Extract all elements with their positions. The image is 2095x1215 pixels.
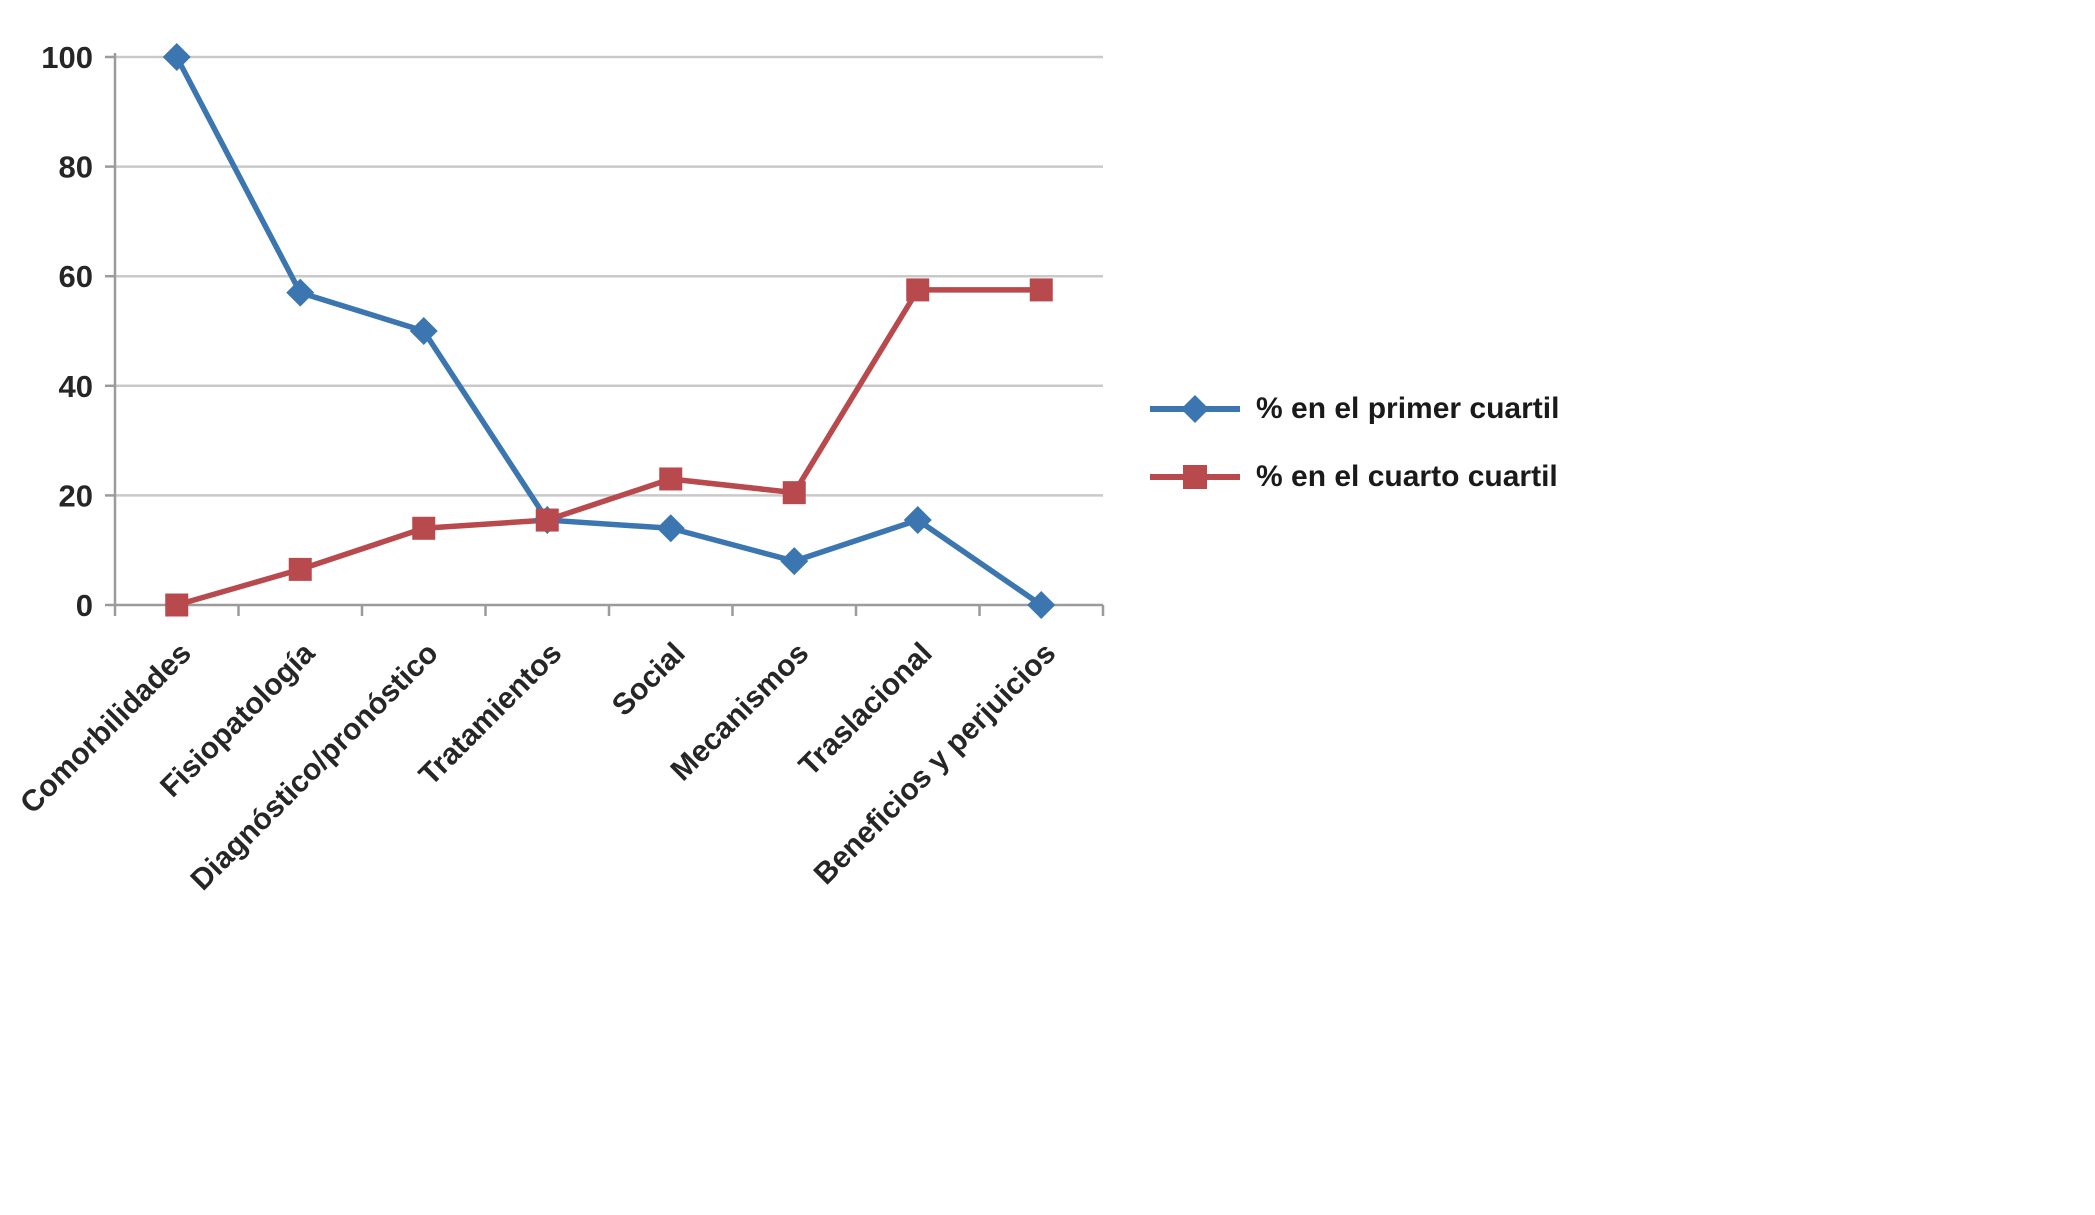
svg-text:40: 40 xyxy=(59,369,93,404)
legend-item-cuarto-cuartil: % en el cuarto cuartil xyxy=(1150,460,1559,494)
svg-text:100: 100 xyxy=(41,40,93,75)
blue-diamond-line-icon xyxy=(1150,395,1240,423)
svg-text:Social: Social xyxy=(606,637,692,723)
legend-label-primer-cuartil: % en el primer cuartil xyxy=(1256,392,1560,425)
svg-text:0: 0 xyxy=(76,588,93,623)
svg-text:20: 20 xyxy=(59,478,93,513)
svg-text:Beneficios y perjuicios: Beneficios y perjuicios xyxy=(808,637,1062,891)
legend-label-cuarto-cuartil: % en el cuarto cuartil xyxy=(1256,460,1558,493)
svg-text:Diagnóstico/pronóstico: Diagnóstico/pronóstico xyxy=(184,637,444,897)
red-square-line-icon xyxy=(1150,465,1240,489)
chart-legend: % en el primer cuartil % en el cuarto cu… xyxy=(1150,392,1559,494)
svg-text:60: 60 xyxy=(59,259,93,294)
legend-item-primer-cuartil: % en el primer cuartil xyxy=(1150,392,1559,426)
svg-text:80: 80 xyxy=(59,150,93,185)
